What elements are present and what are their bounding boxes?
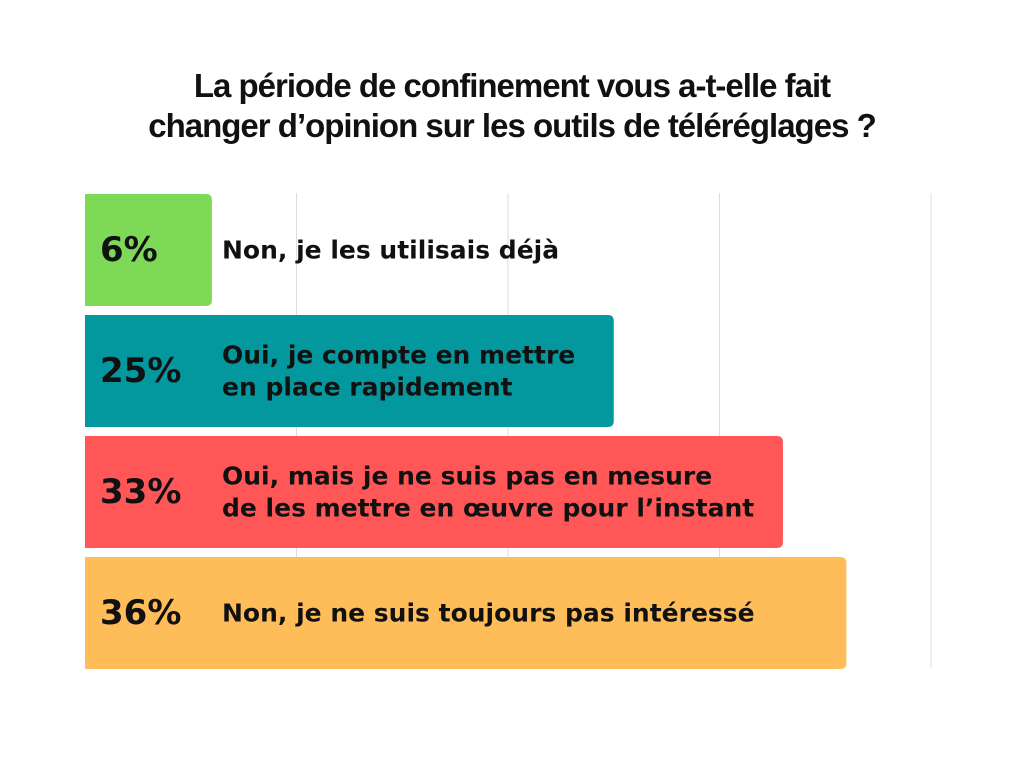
chart-title: La période de confinement vous a-t-elle … [0,66,1024,146]
category-label: Oui, mais je ne suis pas en mesure [222,462,712,491]
category-label: Oui, je compte en mettre [222,341,575,370]
category-label: Non, je ne suis toujours pas intéressé [222,599,755,628]
category-label: en place rapidement [222,373,513,402]
bar-layer: 6% Non, je les utilisais déjà 25% Oui, je c… [85,194,847,669]
bar [85,557,847,669]
bar [85,315,614,427]
chart-title-line-2: changer d’opinion sur les outils de télé… [148,107,877,144]
category-label: Non, je les utilisais déjà [222,236,559,265]
category-label: de les mettre en œuvre pour l’instant [222,494,754,523]
bar [85,436,783,548]
value-label: 6% [100,230,158,270]
value-label: 25% [100,351,181,391]
value-label: 36% [100,593,181,633]
bar [85,194,212,306]
value-label: 33% [100,472,181,512]
chart-title-line-1: La période de confinement vous a-t-elle … [193,67,831,104]
